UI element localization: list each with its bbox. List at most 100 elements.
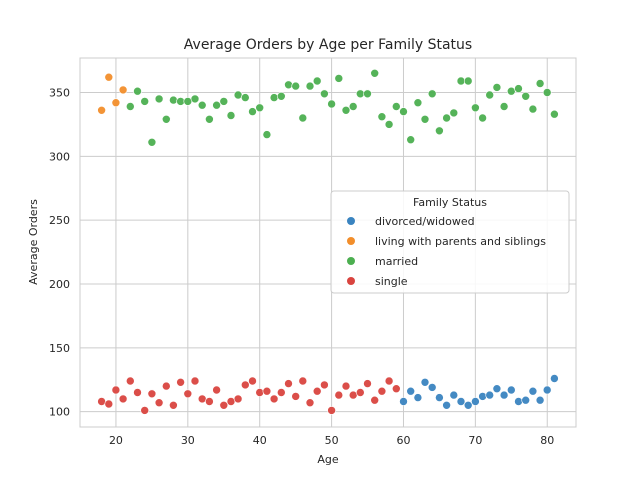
data-point <box>348 390 358 400</box>
data-point <box>334 74 344 83</box>
data-point <box>363 379 372 388</box>
x-tick-label: 50 <box>325 434 339 447</box>
data-point <box>291 81 301 91</box>
data-point <box>542 88 552 97</box>
data-point <box>291 392 301 401</box>
data-point <box>176 97 185 106</box>
x-tick-label: 30 <box>181 434 195 447</box>
data-point <box>535 395 545 405</box>
data-point <box>449 390 459 400</box>
data-point <box>506 86 516 96</box>
data-point <box>169 95 178 105</box>
data-point <box>463 76 473 86</box>
data-point <box>492 83 502 92</box>
data-point <box>456 76 466 86</box>
data-point <box>471 103 480 113</box>
data-point <box>391 384 401 394</box>
data-point <box>140 97 149 106</box>
data-point <box>406 135 416 144</box>
legend-marker <box>347 277 355 285</box>
data-point <box>241 93 250 102</box>
data-point <box>118 85 128 95</box>
data-points <box>97 69 559 415</box>
x-tick-label: 20 <box>109 434 123 447</box>
data-point <box>341 381 351 391</box>
data-point <box>391 102 401 111</box>
data-point <box>104 399 114 409</box>
data-point <box>320 89 329 99</box>
data-point <box>276 92 286 101</box>
data-point <box>384 376 394 386</box>
legend: Family Status divorced/widowed living wit… <box>330 190 570 294</box>
data-point <box>514 397 523 406</box>
data-point <box>183 97 193 106</box>
data-point <box>111 385 121 395</box>
tick-labels: 20 30 40 50 60 70 80 100 150 200 250 300 350 <box>49 86 554 447</box>
data-point <box>478 392 487 401</box>
data-point <box>542 385 552 395</box>
data-point <box>327 99 336 109</box>
data-point <box>162 381 171 391</box>
data-point <box>233 394 243 404</box>
data-point <box>262 130 272 139</box>
legend-box <box>330 190 570 294</box>
y-tick-label: 300 <box>49 150 70 163</box>
data-point <box>111 98 121 107</box>
data-point <box>471 397 480 406</box>
data-point <box>162 115 171 124</box>
data-point <box>154 398 164 408</box>
data-point <box>442 113 451 123</box>
y-tick-label: 150 <box>49 342 70 355</box>
data-point <box>219 400 229 410</box>
data-point <box>377 112 387 121</box>
data-point <box>126 102 135 111</box>
data-point <box>348 102 358 111</box>
data-point <box>492 384 502 394</box>
data-point <box>442 400 451 410</box>
x-tick-label: 60 <box>396 434 410 447</box>
legend-label: divorced/widowed <box>375 215 475 228</box>
data-point <box>435 393 444 402</box>
data-point <box>104 72 114 82</box>
data-point <box>341 106 351 115</box>
data-point <box>506 385 516 395</box>
data-point <box>463 400 473 410</box>
y-tick-label: 200 <box>49 278 70 291</box>
data-point <box>126 376 135 386</box>
data-point <box>399 107 408 116</box>
data-point <box>226 397 236 406</box>
data-point <box>355 89 365 99</box>
legend-marker <box>347 217 355 225</box>
data-point <box>521 92 531 101</box>
data-point <box>406 386 416 396</box>
data-point <box>384 120 394 129</box>
data-point <box>528 104 538 114</box>
data-point <box>363 89 372 99</box>
data-point <box>176 377 185 387</box>
data-point <box>255 103 265 113</box>
data-point <box>133 86 142 96</box>
data-point <box>118 394 128 404</box>
data-point <box>212 385 221 395</box>
y-tick-label: 350 <box>49 86 70 99</box>
x-tick-label: 70 <box>468 434 482 447</box>
legend-marker <box>347 237 355 245</box>
data-point <box>205 115 214 124</box>
data-point <box>420 377 430 387</box>
data-point <box>485 390 495 400</box>
data-point <box>269 394 279 404</box>
data-point <box>269 93 279 102</box>
data-point <box>327 406 336 415</box>
legend-label: single <box>375 275 408 288</box>
data-point <box>169 400 178 410</box>
x-tick-label: 40 <box>253 434 267 447</box>
data-point <box>413 98 423 107</box>
data-point <box>320 380 329 390</box>
data-point <box>298 113 308 123</box>
data-point <box>449 108 459 118</box>
data-point <box>248 376 257 386</box>
data-point <box>413 393 423 402</box>
data-point <box>312 386 322 396</box>
data-point <box>241 380 250 390</box>
